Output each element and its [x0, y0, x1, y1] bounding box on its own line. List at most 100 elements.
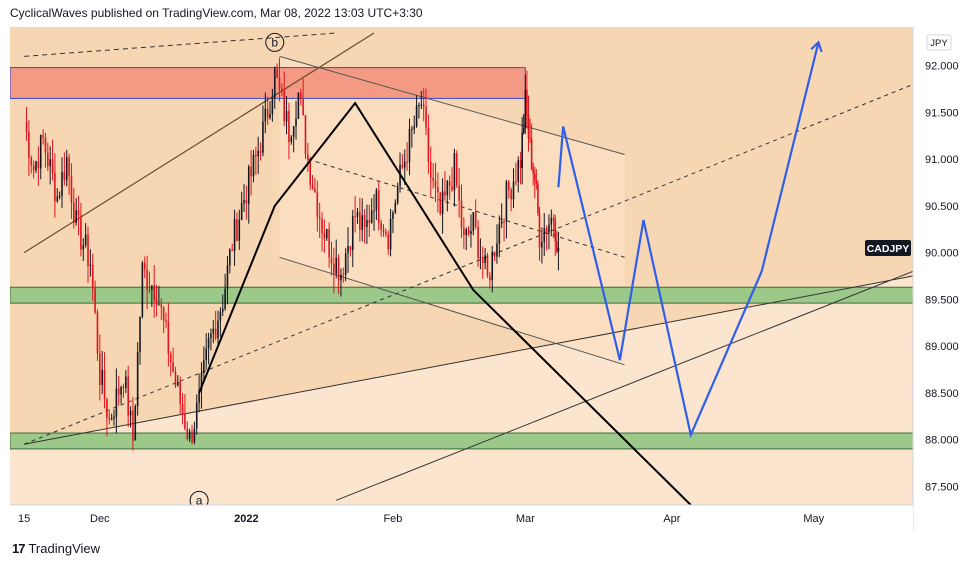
- candle-body: [418, 105, 420, 107]
- candle-body: [266, 108, 269, 118]
- candle-body: [214, 328, 217, 339]
- candle-body: [548, 224, 550, 233]
- candle-body: [527, 115, 530, 138]
- candle-body: [297, 92, 300, 119]
- candle-body: [51, 159, 54, 173]
- candle-body: [413, 126, 416, 129]
- y-tick-label: 87.500: [925, 481, 959, 493]
- candle-body: [212, 328, 215, 334]
- candle-body: [281, 88, 283, 92]
- support-zone-2: [10, 432, 914, 450]
- candle-body: [377, 190, 380, 223]
- candle-body: [54, 172, 56, 202]
- candle-body: [129, 410, 132, 416]
- candle-body: [32, 165, 35, 171]
- candle-body: [186, 428, 189, 439]
- candle-body: [394, 202, 397, 213]
- candle-body: [389, 218, 392, 250]
- candle-body: [543, 228, 546, 242]
- candle-body: [444, 191, 446, 196]
- y-tick-label: 91.500: [925, 107, 959, 119]
- candle-body: [368, 220, 371, 223]
- candle-body: [512, 181, 515, 200]
- candle-body: [153, 285, 155, 301]
- candle-body: [35, 161, 37, 171]
- candle-body: [58, 195, 61, 197]
- candle-body: [361, 215, 364, 230]
- candle-body: [299, 92, 302, 100]
- candle-body: [463, 228, 465, 236]
- candle-body: [181, 403, 184, 414]
- x-tick-label: Apr: [663, 513, 680, 525]
- candle-body: [484, 255, 486, 264]
- candle-body: [489, 275, 491, 281]
- candle-body: [455, 153, 458, 186]
- candle-body: [307, 154, 309, 160]
- candle-body: [271, 98, 274, 114]
- candle-body: [136, 352, 139, 407]
- candle-body: [347, 246, 349, 254]
- candle-body: [205, 348, 208, 361]
- price-chart[interactable]: ba 92.00091.50091.00090.50090.00089.5008…: [10, 27, 966, 531]
- candle-body: [333, 263, 335, 274]
- candle-body: [120, 386, 122, 395]
- candle-body: [203, 360, 205, 373]
- candle-body: [87, 234, 89, 266]
- wave-label-a: a: [196, 493, 203, 507]
- candle-body: [486, 255, 489, 276]
- candle-body: [141, 262, 144, 317]
- candle-body: [177, 381, 179, 386]
- candle-body: [191, 431, 193, 443]
- rising-channel-top-dashed: [24, 32, 337, 57]
- candle-body: [304, 115, 307, 155]
- candle-body: [103, 369, 106, 400]
- candle-body: [533, 173, 536, 181]
- candle-body: [448, 181, 451, 187]
- rising-channel-far-lower: [336, 270, 914, 501]
- x-tick-label: Mar: [516, 513, 535, 525]
- candle-body: [446, 181, 449, 196]
- candle-body: [479, 256, 482, 258]
- candle-body: [321, 218, 323, 234]
- candle-body: [453, 153, 456, 191]
- candle-body: [148, 289, 151, 291]
- candle-body: [110, 418, 113, 420]
- candle-body: [200, 372, 203, 391]
- candle-body: [217, 320, 219, 339]
- projection-arrowhead: [810, 40, 823, 53]
- candle-body: [285, 110, 288, 122]
- candle-body: [207, 338, 210, 349]
- candle-body: [134, 406, 137, 441]
- candle-body: [309, 159, 312, 185]
- candle-body: [380, 222, 382, 230]
- candle-body: [316, 192, 319, 218]
- candle-body: [550, 218, 553, 225]
- candle-body: [311, 184, 314, 189]
- candle-body: [498, 223, 501, 244]
- candle-body: [524, 89, 527, 129]
- candle-body: [477, 226, 479, 258]
- x-tick-label: Feb: [383, 513, 402, 525]
- candle-body: [411, 128, 413, 130]
- candle-body: [257, 150, 260, 157]
- candle-body: [441, 191, 444, 214]
- candle-body: [106, 399, 108, 418]
- candle-body: [82, 245, 85, 250]
- y-tick-label: 88.000: [925, 435, 959, 447]
- candle-body: [96, 312, 99, 354]
- candle-body: [467, 229, 470, 234]
- candle-body: [422, 104, 425, 107]
- footer-brand[interactable]: 17 TradingView: [12, 541, 100, 556]
- candle-body: [68, 157, 70, 176]
- candle-body: [344, 253, 347, 275]
- candle-body: [99, 353, 101, 385]
- candle-body: [210, 333, 212, 339]
- price-axis: [913, 27, 966, 531]
- candle-body: [545, 228, 548, 233]
- support-zone-1: [10, 286, 914, 304]
- candle-body: [503, 221, 505, 223]
- candle-body: [269, 113, 271, 118]
- candle-body: [366, 220, 368, 227]
- candle-body: [172, 362, 174, 372]
- projection-path: [557, 42, 820, 439]
